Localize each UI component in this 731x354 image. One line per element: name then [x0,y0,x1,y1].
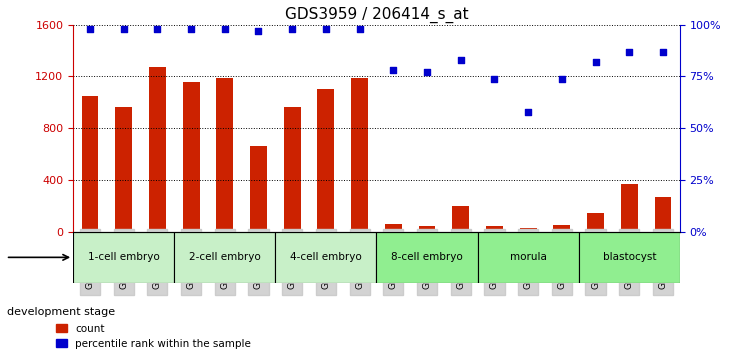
Point [84,26,96,32]
Point [219,26,231,32]
Bar [250,146,267,232]
Point [253,28,265,34]
Text: 2-cell embryo: 2-cell embryo [189,252,261,262]
Point [151,26,163,32]
Bar [183,82,200,232]
Bar [385,224,402,232]
Text: blastocyst: blastocyst [602,252,656,262]
Point [320,26,332,32]
Point [287,26,298,32]
Bar [216,78,233,232]
Text: morula: morula [510,252,547,262]
Bar [654,196,671,232]
Point [624,49,635,55]
FancyBboxPatch shape [376,232,477,283]
Bar [452,206,469,232]
Point [421,69,433,75]
Point [387,67,399,73]
Bar [149,67,166,232]
FancyBboxPatch shape [174,232,276,283]
Point [455,57,466,63]
Bar [553,225,570,232]
Point [185,26,197,32]
Point [522,109,534,114]
Point [118,26,129,32]
Bar [587,213,604,232]
Bar [351,78,368,232]
Bar [419,226,436,232]
Point [556,76,568,81]
Text: 1-cell embryo: 1-cell embryo [88,252,159,262]
Point [354,26,366,32]
Point [488,76,500,81]
Bar [486,226,503,232]
Title: GDS3959 / 206414_s_at: GDS3959 / 206414_s_at [284,7,469,23]
Point [657,49,669,55]
Bar [115,108,132,232]
Bar [317,89,334,232]
Bar [520,228,537,232]
Text: development stage: development stage [7,307,115,316]
FancyBboxPatch shape [579,232,680,283]
Legend: count, percentile rank within the sample: count, percentile rank within the sample [56,324,251,349]
Point [590,59,602,65]
FancyBboxPatch shape [276,232,376,283]
FancyBboxPatch shape [73,232,174,283]
Text: 4-cell embryo: 4-cell embryo [290,252,362,262]
Bar [621,184,637,232]
Text: 8-cell embryo: 8-cell embryo [391,252,463,262]
FancyBboxPatch shape [477,232,579,283]
Bar [82,96,99,232]
Bar [284,108,300,232]
